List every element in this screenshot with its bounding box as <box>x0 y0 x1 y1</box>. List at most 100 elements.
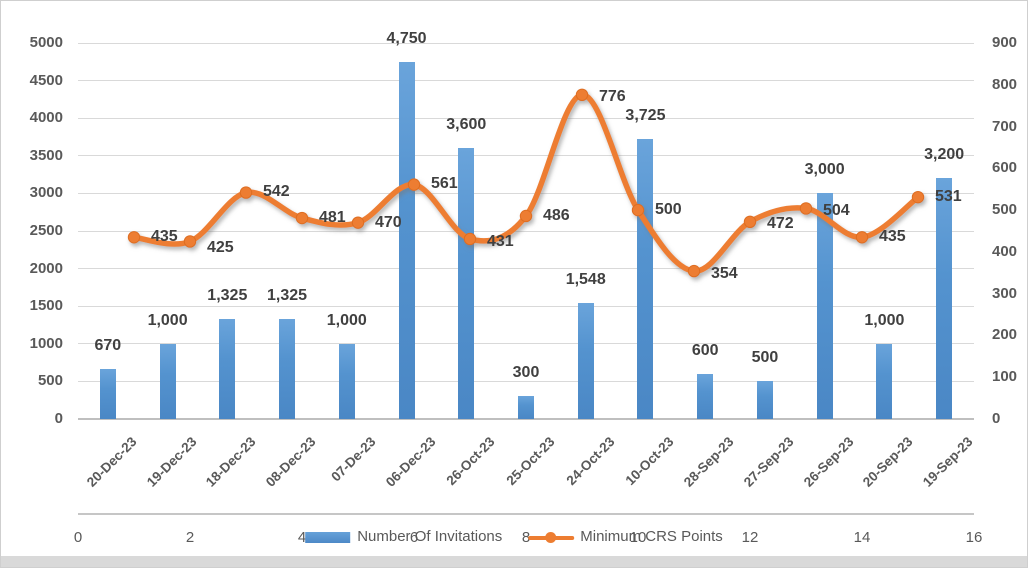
line-marker <box>575 88 589 102</box>
bar <box>219 319 236 419</box>
bar-value-label: 1,325 <box>207 287 248 305</box>
bar-value-label: 1,548 <box>565 270 606 288</box>
y-axis-right-tick-label: 900 <box>992 34 1018 51</box>
line-value-label: 486 <box>543 206 570 224</box>
x-axis-category-label: 26-Sep-23 <box>800 434 857 490</box>
bar-value-label: 3,725 <box>625 106 666 124</box>
bar-value-label: 670 <box>94 336 122 354</box>
bar <box>637 138 654 419</box>
legend-line-dot <box>545 531 557 543</box>
secondary-x-tick-label: 4 <box>297 529 307 546</box>
gridline <box>78 380 974 382</box>
line-value-label: 504 <box>823 202 850 220</box>
secondary-x-tick-label: 2 <box>185 529 195 546</box>
bar <box>279 319 296 419</box>
secondary-x-tick-label: 8 <box>521 529 531 546</box>
line-value-label: 561 <box>431 174 458 192</box>
bar <box>816 193 833 419</box>
y-axis-left-tick-label: 4500 <box>29 71 63 89</box>
line-value-label: 531 <box>935 188 962 206</box>
gridline <box>78 80 974 82</box>
line-value-label: 481 <box>319 209 346 227</box>
bar <box>338 343 355 419</box>
line-marker <box>183 235 197 248</box>
secondary-x-tick-label: 14 <box>853 529 871 546</box>
y-axis-left-tick-label: 2000 <box>29 259 63 277</box>
y-axis-right-tick-label: 300 <box>992 284 1018 302</box>
x-axis-category-label: 20-Sep-23 <box>860 434 916 490</box>
x-axis-category-label: 07-De-23 <box>328 434 379 485</box>
y-axis-right-tick-label: 400 <box>992 242 1018 260</box>
x-axis-category-label: 26-Oct-23 <box>443 434 498 489</box>
legend-line-swatch-icon <box>528 531 575 544</box>
y-axis-right-tick-label: 0 <box>992 410 1001 427</box>
bar <box>876 343 893 419</box>
bar <box>518 396 534 419</box>
x-axis-category-label: 20-Dec-23 <box>83 434 140 490</box>
x-axis-category-label: 24-Oct-23 <box>563 434 618 489</box>
bar <box>458 148 475 419</box>
bar-value-label: 4,750 <box>386 29 427 47</box>
line-marker <box>855 231 869 244</box>
gridline <box>78 343 974 345</box>
y-axis-right-tick-label: 200 <box>992 326 1018 344</box>
line-value-label: 354 <box>711 265 738 283</box>
bar-value-label: 300 <box>512 364 540 382</box>
x-axis-category-label: 25-Oct-23 <box>503 434 558 489</box>
y-axis-right-tick-label: 600 <box>992 159 1018 177</box>
gridline <box>78 192 974 194</box>
bar-value-label: 500 <box>751 349 779 367</box>
legend-item-invitations: Number Of Invitations <box>357 528 503 545</box>
y-axis-right-tick-label: 700 <box>992 117 1018 135</box>
y-axis-left-tick-label: 3500 <box>29 146 63 164</box>
x-axis-category-label: 06-Dec-23 <box>382 434 439 490</box>
gridline <box>78 230 974 232</box>
line-value-label: 472 <box>767 214 794 232</box>
secondary-x-tick-label: 16 <box>965 529 983 546</box>
bar-value-label: 1,000 <box>147 311 188 329</box>
x-axis-category-label: 10-Oct-23 <box>622 434 678 489</box>
y-axis-left-tick-label: 3000 <box>29 184 63 202</box>
line-marker <box>351 216 365 229</box>
legend-bar-swatch-icon <box>305 531 351 543</box>
legend: Number Of Invitations Minimum CRS Points <box>305 528 723 546</box>
line-marker <box>127 231 141 244</box>
gridline <box>78 268 974 270</box>
bar-value-label: 1,000 <box>864 311 905 329</box>
y-axis-right-tick-label: 500 <box>992 201 1018 219</box>
line-value-label: 470 <box>375 213 402 231</box>
line-marker <box>743 215 757 229</box>
line-value-label: 542 <box>263 182 290 200</box>
y-axis-left-tick-label: 5000 <box>29 34 63 51</box>
gridline <box>78 42 974 44</box>
secondary-x-tick-label: 12 <box>741 529 759 546</box>
bar-value-label: 3,000 <box>804 161 845 179</box>
bar-value-label: 600 <box>691 341 719 359</box>
secondary-x-tick-label: 10 <box>629 529 647 546</box>
x-axis-category-label: 08-Dec-23 <box>262 434 319 490</box>
legend-item-crs: Minimum CRS Points <box>580 528 723 545</box>
bar <box>936 178 953 419</box>
crs-line-path <box>131 92 921 274</box>
y-axis-left-tick-label: 2500 <box>29 222 63 239</box>
bar <box>99 368 116 419</box>
y-axis-left-tick-label: 0 <box>54 410 63 427</box>
y-axis-right-tick-label: 800 <box>992 75 1018 93</box>
line-value-label: 435 <box>879 228 906 246</box>
gridline <box>78 117 974 119</box>
line-value-label: 425 <box>207 239 234 257</box>
line-marker <box>295 211 309 225</box>
y-axis-right-tick-label: 100 <box>992 368 1018 386</box>
line-marker <box>519 209 533 223</box>
bar <box>398 61 415 419</box>
line-value-label: 431 <box>487 232 514 250</box>
y-axis-left-tick-label: 500 <box>37 372 63 390</box>
bar <box>159 343 176 419</box>
secondary-x-tick-label: 0 <box>73 529 83 546</box>
bar-value-label: 3,600 <box>446 116 487 134</box>
bar-value-label: 1,325 <box>267 287 308 305</box>
x-axis-category-label: 19-Dec-23 <box>143 434 200 490</box>
gridline <box>78 305 974 307</box>
gridline <box>78 155 974 157</box>
